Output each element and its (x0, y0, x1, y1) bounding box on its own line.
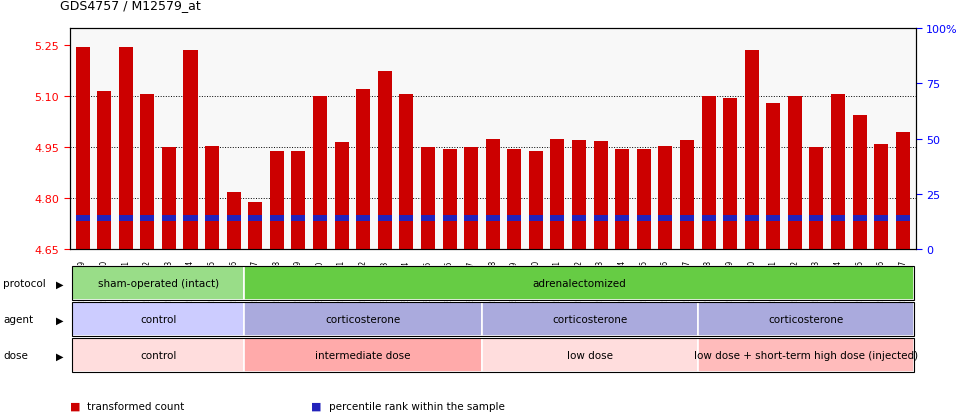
Bar (831, 95, 845, 250)
Text: corticosterone: corticosterone (552, 315, 628, 325)
Bar (335, 216, 349, 221)
Bar (291, 151, 306, 250)
Bar (249, 202, 262, 250)
Bar (119, 48, 132, 250)
Bar (291, 216, 306, 221)
Bar (485, 216, 500, 221)
Text: ▶: ▶ (56, 351, 64, 361)
Text: agent: agent (3, 315, 33, 325)
Bar (464, 148, 478, 250)
Bar (853, 216, 866, 221)
Bar (809, 216, 824, 221)
Bar (205, 216, 220, 221)
Bar (572, 140, 586, 250)
Bar (680, 216, 694, 221)
Text: ■: ■ (311, 401, 322, 411)
Text: GDS4757 / M12579_at: GDS4757 / M12579_at (60, 0, 201, 12)
Bar (184, 216, 197, 221)
Bar (895, 216, 910, 221)
Text: corticosterone: corticosterone (768, 315, 843, 325)
Bar (701, 97, 716, 250)
Bar (313, 97, 327, 250)
Bar (615, 216, 630, 221)
Bar (636, 150, 651, 250)
Bar (421, 148, 435, 250)
Text: control: control (140, 351, 176, 361)
Text: low dose + short-term high dose (injected): low dose + short-term high dose (injecte… (693, 351, 918, 361)
Text: percentile rank within the sample: percentile rank within the sample (329, 401, 505, 411)
Bar (335, 143, 349, 250)
Bar (788, 216, 802, 221)
Bar (508, 216, 521, 221)
Bar (572, 216, 586, 221)
Bar (594, 216, 607, 221)
Bar (809, 148, 824, 250)
Bar (421, 216, 435, 221)
Text: ▶: ▶ (56, 315, 64, 325)
Bar (270, 216, 284, 221)
Bar (550, 140, 565, 250)
Bar (184, 51, 197, 250)
Bar (97, 216, 111, 221)
Bar (594, 142, 607, 250)
Bar (226, 216, 241, 221)
Text: intermediate dose: intermediate dose (315, 351, 411, 361)
Bar (75, 216, 90, 221)
Bar (508, 150, 521, 250)
Bar (140, 216, 155, 221)
Bar (874, 145, 889, 250)
Text: ▶: ▶ (56, 279, 64, 289)
Bar (895, 133, 910, 250)
Bar (745, 216, 759, 221)
Bar (723, 216, 737, 221)
Bar (636, 216, 651, 221)
Bar (615, 150, 630, 250)
Bar (485, 140, 500, 250)
Text: dose: dose (3, 351, 28, 361)
Bar (75, 47, 90, 250)
Bar (529, 216, 542, 221)
Bar (443, 150, 456, 250)
Bar (680, 141, 694, 250)
Bar (226, 192, 241, 250)
Text: corticosterone: corticosterone (326, 315, 400, 325)
Bar (161, 216, 176, 221)
Bar (788, 97, 802, 250)
Bar (378, 71, 392, 250)
Text: ■: ■ (70, 401, 80, 411)
Bar (378, 216, 392, 221)
Text: sham-operated (intact): sham-operated (intact) (98, 279, 219, 289)
Bar (853, 116, 866, 250)
Text: transformed count: transformed count (87, 401, 185, 411)
Bar (399, 95, 413, 250)
Bar (97, 92, 111, 250)
Bar (529, 151, 542, 250)
Bar (464, 216, 478, 221)
Bar (399, 216, 413, 221)
Text: adrenalectomized: adrenalectomized (532, 279, 626, 289)
Bar (766, 216, 780, 221)
Bar (701, 216, 716, 221)
Bar (831, 216, 845, 221)
Bar (874, 216, 889, 221)
Bar (270, 151, 284, 250)
Bar (205, 146, 220, 250)
Bar (140, 95, 155, 250)
Bar (119, 216, 132, 221)
Bar (659, 216, 672, 221)
Bar (313, 216, 327, 221)
Text: control: control (140, 315, 176, 325)
Bar (249, 216, 262, 221)
Bar (659, 146, 672, 250)
Bar (745, 51, 759, 250)
Text: protocol: protocol (3, 279, 45, 289)
Bar (550, 216, 565, 221)
Bar (723, 99, 737, 250)
Bar (443, 216, 456, 221)
Text: low dose: low dose (567, 351, 613, 361)
Bar (356, 90, 370, 250)
Bar (356, 216, 370, 221)
Bar (766, 104, 780, 250)
Bar (161, 148, 176, 250)
